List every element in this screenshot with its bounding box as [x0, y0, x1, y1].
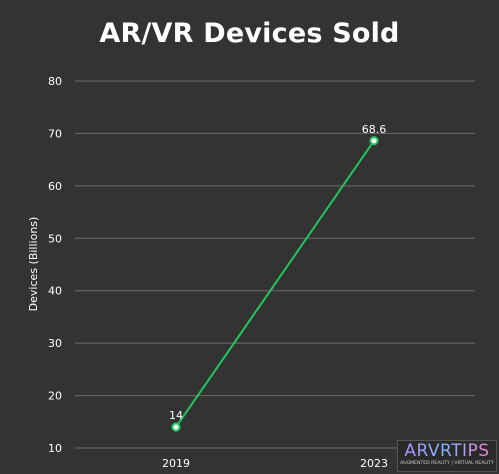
y-tick-label: 80	[48, 75, 62, 88]
series-layer: 14 68.6	[169, 123, 387, 432]
y-tick-label: 50	[48, 232, 62, 245]
watermark-tagline: AUGMENTED REALITY | VIRTUAL REALITY	[400, 461, 494, 466]
x-tick-labels: 2019 2023	[162, 457, 388, 470]
x-tick-label: 2023	[360, 457, 388, 470]
y-tick-labels: 10 20 30 40 50 60 70 80	[48, 75, 62, 455]
y-tick-label: 60	[48, 180, 62, 193]
data-point	[369, 136, 379, 146]
data-point	[171, 422, 181, 432]
y-axis-title: Devices (Billions)	[27, 217, 40, 312]
series-line	[175, 140, 375, 428]
data-label: 14	[169, 409, 183, 422]
data-label: 68.6	[362, 123, 387, 136]
y-tick-label: 30	[48, 337, 62, 350]
x-tick-label: 2019	[162, 457, 190, 470]
grid-layer	[75, 80, 475, 449]
watermark: ARVRTIPS AUGMENTED REALITY | VIRTUAL REA…	[397, 440, 497, 472]
y-tick-label: 70	[48, 127, 62, 140]
y-tick-label: 10	[48, 442, 62, 455]
watermark-logo: ARVRTIPS	[398, 441, 496, 461]
y-tick-label: 40	[48, 285, 62, 298]
y-tick-label: 20	[48, 390, 62, 403]
chart-title: AR/VR Devices Sold	[99, 18, 400, 49]
